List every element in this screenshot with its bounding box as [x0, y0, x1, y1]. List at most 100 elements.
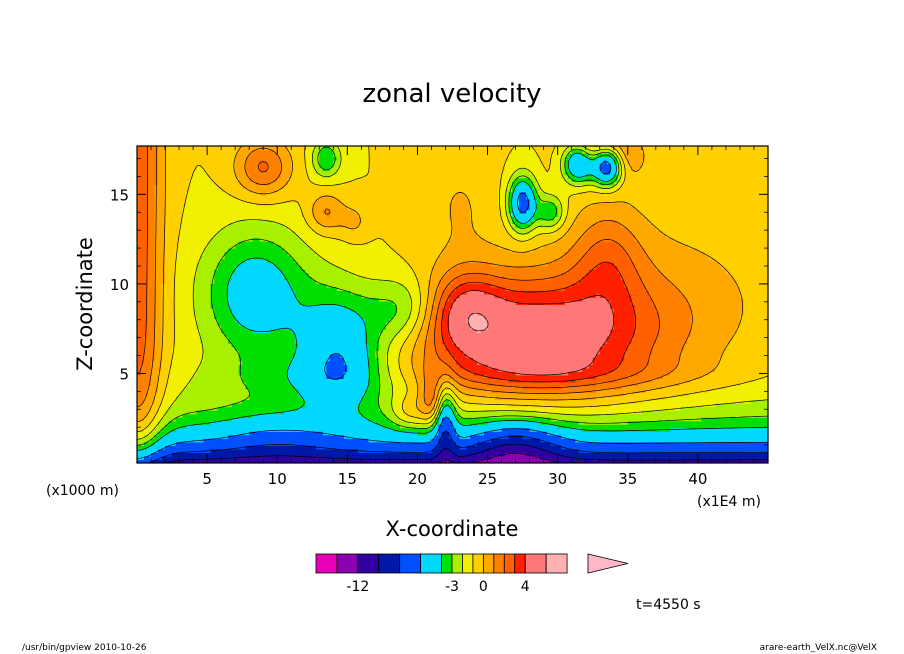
- field-cell: [452, 445, 457, 450]
- field-cell: [210, 403, 215, 408]
- field-cell: [263, 364, 268, 369]
- field-cell: [529, 403, 534, 408]
- field-cell: [144, 364, 149, 369]
- field-cell: [270, 399, 275, 404]
- field-cell: [715, 399, 720, 404]
- field-cell: [151, 378, 156, 383]
- field-cell: [680, 417, 685, 422]
- field-cell: [221, 420, 226, 425]
- field-cell: [438, 431, 443, 436]
- field-cell: [392, 389, 397, 394]
- field-cell: [340, 385, 345, 390]
- field-cell: [680, 371, 685, 376]
- field-cell: [312, 396, 317, 401]
- field-cell: [427, 371, 432, 376]
- field-cell: [585, 410, 590, 415]
- field-cell: [301, 374, 306, 379]
- field-cell: [319, 406, 324, 411]
- field-cell: [557, 431, 562, 436]
- field-cell: [750, 367, 755, 372]
- field-cell: [739, 396, 744, 401]
- field-cell: [687, 431, 692, 436]
- field-cell: [753, 434, 758, 439]
- field-cell: [224, 371, 229, 376]
- field-cell: [711, 374, 716, 379]
- field-cell: [487, 420, 492, 425]
- field-cell: [210, 452, 215, 457]
- field-cell: [690, 371, 695, 376]
- field-cell: [522, 371, 527, 376]
- field-cell: [739, 420, 744, 425]
- field-cell: [406, 406, 411, 411]
- field-cell: [305, 392, 310, 397]
- field-cell: [200, 399, 205, 404]
- field-cell: [266, 396, 271, 401]
- field-cell: [186, 441, 191, 446]
- field-cell: [291, 431, 296, 436]
- field-cell: [515, 381, 520, 387]
- field-cell: [427, 378, 432, 383]
- field-cell: [543, 406, 548, 411]
- field-cell: [252, 420, 257, 425]
- field-cell: [505, 364, 510, 369]
- field-cell: [687, 410, 692, 415]
- field-cell: [322, 378, 327, 383]
- field-cell: [235, 371, 240, 376]
- field-cell: [427, 381, 432, 387]
- field-cell: [557, 381, 562, 387]
- field-cell: [315, 399, 320, 404]
- field-cell: [715, 406, 720, 411]
- field-cell: [224, 452, 229, 457]
- field-cell: [645, 392, 650, 397]
- field-cell: [291, 438, 296, 443]
- field-cell: [347, 420, 352, 425]
- field-cell: [704, 455, 709, 460]
- field-cell: [154, 399, 159, 404]
- field-cell: [277, 455, 282, 460]
- field-cell: [200, 427, 205, 432]
- field-cell: [259, 406, 264, 411]
- field-cell: [690, 420, 695, 425]
- field-cell: [277, 385, 282, 390]
- field-cell: [746, 434, 751, 439]
- field-cell: [165, 420, 170, 425]
- field-cell: [417, 420, 422, 425]
- field-cell: [550, 455, 555, 460]
- field-cell: [357, 427, 362, 432]
- field-cell: [154, 367, 159, 372]
- field-cell: [473, 374, 478, 379]
- field-cell: [526, 413, 531, 418]
- field-cell: [526, 410, 531, 415]
- field-cell: [378, 438, 383, 443]
- field-cell: [652, 392, 657, 397]
- field-cell: [151, 389, 156, 394]
- field-cell: [505, 424, 510, 429]
- field-cell: [491, 452, 496, 457]
- field-cell: [378, 396, 383, 401]
- field-cell: [543, 374, 548, 379]
- field-cell: [417, 452, 422, 457]
- field-cell: [427, 413, 432, 418]
- field-cell: [144, 385, 149, 390]
- field-cell: [466, 403, 471, 408]
- field-cell: [673, 385, 678, 390]
- field-cell: [364, 364, 369, 369]
- field-cell: [277, 413, 282, 418]
- field-cell: [515, 389, 520, 394]
- field-cell: [757, 389, 762, 394]
- field-cell: [613, 410, 618, 415]
- field-cell: [406, 455, 411, 460]
- field-cell: [760, 403, 765, 408]
- field-cell: [172, 424, 177, 429]
- field-cell: [592, 445, 597, 450]
- field-cell: [498, 431, 503, 436]
- field-cell: [203, 364, 208, 369]
- field-cell: [382, 445, 387, 450]
- field-cell: [519, 374, 524, 379]
- field-cell: [697, 385, 702, 390]
- field-cell: [217, 378, 222, 383]
- field-cell: [582, 410, 587, 415]
- field-cell: [347, 448, 352, 453]
- field-cell: [648, 431, 653, 436]
- field-cell: [319, 410, 324, 415]
